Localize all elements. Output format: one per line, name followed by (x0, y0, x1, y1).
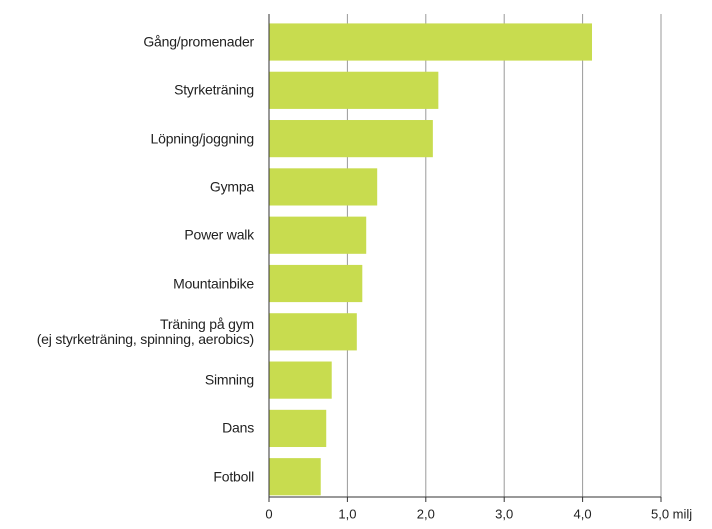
bar (269, 264, 363, 303)
x-tick-label: 3,0 (495, 506, 513, 521)
x-tick-label: 0 (265, 506, 272, 521)
x-tick-label: 4,0 (574, 506, 592, 521)
category-label: Power walk (184, 226, 254, 243)
category-label: Simning (204, 371, 254, 388)
bar (269, 313, 357, 351)
bar (269, 361, 332, 399)
category-label: Gång/promenader (143, 33, 254, 50)
category-label: Gympa (209, 178, 254, 195)
category-label: Dans (222, 419, 254, 436)
bar (269, 71, 439, 109)
bar (269, 120, 433, 158)
bar (269, 216, 367, 254)
bar (269, 168, 378, 206)
category-label: Fotboll (213, 468, 254, 485)
x-tick-label: 5,0 milj (651, 506, 692, 521)
x-tick-label: 1,0 (338, 506, 356, 521)
category-label: Mountainbike (173, 275, 254, 291)
category-label: Löpning/joggning (150, 130, 255, 147)
bar (269, 458, 321, 496)
category-label: Träning på gym (ej styrketräning, spinni… (36, 315, 254, 347)
category-label: Styrketräning (174, 81, 254, 98)
x-tick-label: 2,0 (417, 506, 435, 521)
bar (269, 23, 593, 61)
bar (269, 409, 327, 448)
